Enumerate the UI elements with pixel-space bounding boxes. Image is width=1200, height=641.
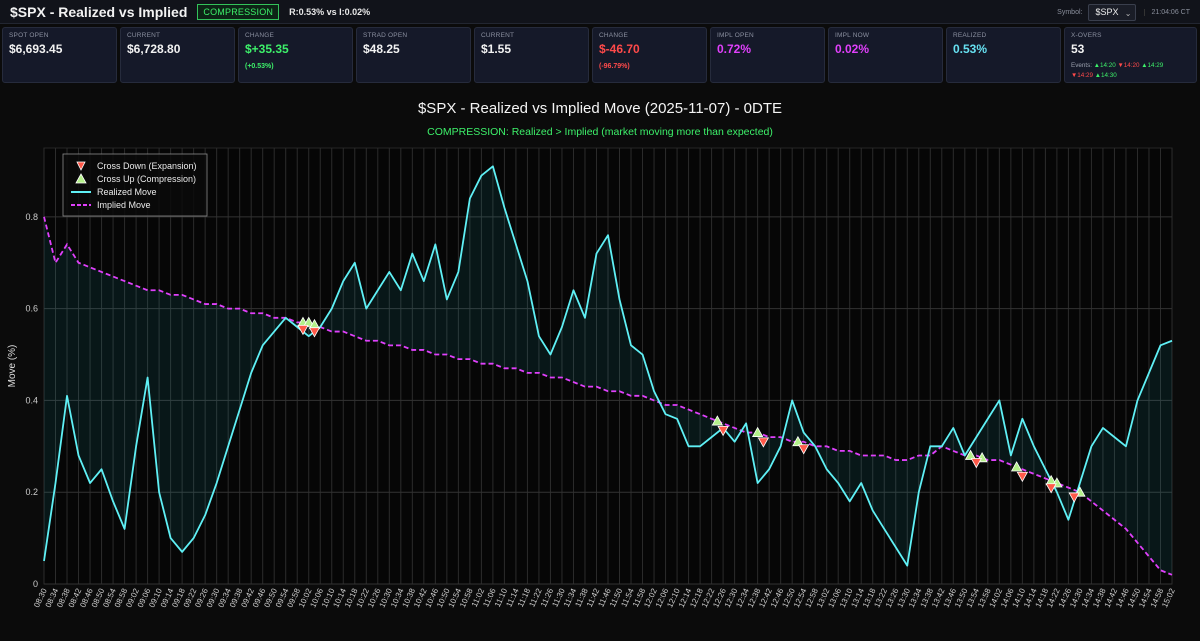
card-sub: (+0.53%) <box>245 63 274 70</box>
cross-up-marker <box>751 426 764 437</box>
legend-label: Implied Move <box>97 200 151 210</box>
cross-down-marker <box>297 325 309 336</box>
card-strad-change: CHANGE $-46.70 (-96.79%) <box>592 27 707 83</box>
legend: Cross Down (Expansion) Cross Up (Compress… <box>62 153 208 217</box>
card-label: SPOT OPEN <box>9 32 49 39</box>
cross-up-marker <box>792 435 804 447</box>
chart-subtitle: COMPRESSION: Realized > Implied (market … <box>427 126 773 138</box>
card-label: STRAD OPEN <box>363 32 408 39</box>
card-value: $1.55 <box>481 42 512 56</box>
cross-up-marker <box>711 415 724 426</box>
card-label: X-OVERS <box>1071 32 1102 39</box>
cross-up-marker <box>964 449 977 460</box>
legend-cross-down-icon <box>76 161 86 171</box>
card-value: 0.72% <box>717 42 752 56</box>
y-axis-label: Move (%) <box>7 345 18 388</box>
card-x-overs: X-OVERS 53 Events: ▲14:20 ▼14:20 ▲14:29 … <box>1064 27 1197 83</box>
clock: 21:04:06 CT <box>1144 8 1190 16</box>
y-tick-label: 0.8 <box>25 212 38 222</box>
events-list: Events: ▲14:20 ▼14:20 ▲14:29 ▼14:29 ▲14:… <box>1071 61 1181 81</box>
legend-label: Cross Up (Compression) <box>97 174 196 184</box>
card-label: CHANGE <box>599 32 629 39</box>
y-tick-label: 0.4 <box>25 395 38 405</box>
card-label: IMPL NOW <box>835 32 870 39</box>
card-label: CHANGE <box>245 32 275 39</box>
card-value: 0.53% <box>953 42 988 56</box>
card-spot-open: SPOT OPEN $6,693.45 <box>2 27 117 83</box>
card-value: $-46.70 <box>599 42 640 56</box>
events-prefix: Events: <box>1071 62 1092 69</box>
card-label: IMPL OPEN <box>717 32 754 39</box>
regime-badge: COMPRESSION <box>197 3 280 20</box>
card-impl-now: IMPL NOW 0.02% <box>828 27 943 83</box>
cross-down-marker <box>308 327 321 338</box>
legend-label: Realized Move <box>97 187 157 197</box>
card-value: 53 <box>1071 42 1085 56</box>
event-cross-up: ▲14:29 <box>1141 62 1164 69</box>
chart-title: $SPX - Realized vs Implied Move (2025-11… <box>417 100 783 117</box>
cross-up-marker <box>303 316 315 327</box>
stat-cards: SPOT OPEN $6,693.45 CURRENT $6,728.80 CH… <box>0 27 1200 83</box>
symbol-value: $SPX <box>1095 7 1119 17</box>
event-cross-down: ▼14:20 <box>1117 62 1140 69</box>
card-price-change: CHANGE $+35.35 (+0.53%) <box>238 27 353 83</box>
symbol-label: Symbol: <box>1057 8 1083 16</box>
card-value: 0.02% <box>835 42 870 56</box>
cross-down-marker <box>757 437 770 448</box>
cross-down-marker <box>797 444 810 455</box>
symbol-select[interactable]: $SPX ⌄ <box>1088 3 1137 21</box>
card-current-price: CURRENT $6,728.80 <box>120 27 235 83</box>
realized-move-line <box>43 165 1173 567</box>
cross-up-marker <box>1010 461 1023 472</box>
card-label: CURRENT <box>481 32 515 39</box>
card-label: CURRENT <box>127 32 161 39</box>
cross-down-marker <box>1045 483 1057 494</box>
cross-down-marker <box>1068 492 1080 503</box>
card-value: $48.25 <box>363 42 400 56</box>
card-impl-open: IMPL OPEN 0.72% <box>710 27 825 83</box>
chart-panel: $SPX - Realized vs Implied Move (2025-11… <box>0 88 1200 641</box>
event-cross-up: ▲14:30 <box>1094 72 1117 79</box>
header-bar: $SPX - Realized vs Implied COMPRESSION R… <box>0 0 1200 24</box>
card-value: $+35.35 <box>245 42 289 56</box>
legend-label: Cross Down (Expansion) <box>97 161 197 171</box>
cross-down-marker <box>717 425 729 437</box>
chevron-down-icon: ⌄ <box>1124 8 1132 18</box>
card-value: $6,728.80 <box>127 42 181 56</box>
card-strad-open: STRAD OPEN $48.25 <box>356 27 471 83</box>
app-title: $SPX - Realized vs Implied <box>10 3 188 20</box>
card-label: REALIZED <box>953 32 987 39</box>
y-tick-label: 0.2 <box>25 487 38 497</box>
y-tick-label: 0.6 <box>25 304 38 314</box>
card-strad-current: CURRENT $1.55 <box>474 27 589 83</box>
ratio-readout: R:0.53% vs I:0.02% <box>289 6 371 17</box>
y-tick-label: 0 <box>33 579 38 589</box>
area-between-curves <box>44 166 1172 575</box>
event-cross-up: ▲14:20 <box>1093 62 1116 69</box>
cross-down-marker <box>1016 471 1029 483</box>
cross-down-marker <box>970 458 983 469</box>
event-cross-down: ▼14:29 <box>1071 72 1093 79</box>
card-sub: (-96.79%) <box>599 63 630 70</box>
card-value: $6,693.45 <box>9 42 63 56</box>
card-realized: REALIZED 0.53% <box>946 27 1061 83</box>
legend-cross-up-icon <box>75 173 87 184</box>
header-controls: Symbol: $SPX ⌄ 21:04:06 CT <box>1057 0 1190 24</box>
